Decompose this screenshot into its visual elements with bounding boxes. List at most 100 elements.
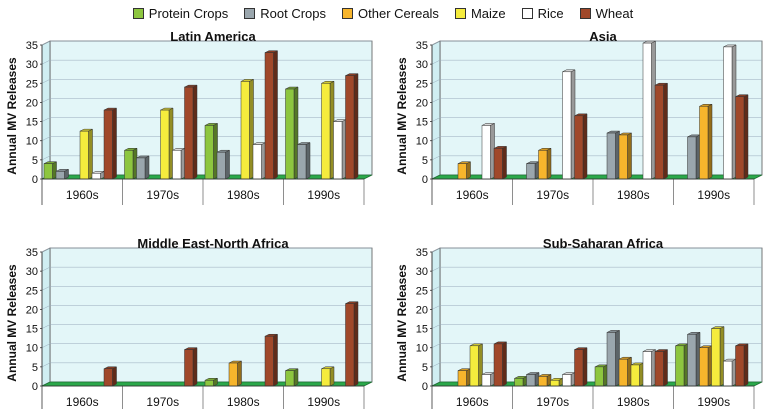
legend-item: Maize bbox=[454, 4, 506, 22]
bar bbox=[345, 303, 355, 387]
y-axis-label: Annual MV Releases bbox=[395, 264, 409, 382]
gridline bbox=[41, 305, 51, 310]
legend-item: Root Crops bbox=[244, 4, 326, 22]
bar-side bbox=[329, 366, 335, 387]
bar-side bbox=[273, 50, 278, 180]
bar-side bbox=[273, 333, 278, 387]
bar-side bbox=[144, 155, 150, 180]
bar-side bbox=[546, 147, 552, 180]
gridline bbox=[41, 266, 51, 272]
y-tick-label: 10 bbox=[416, 343, 428, 355]
y-tick-label: 5 bbox=[32, 155, 38, 167]
bar bbox=[321, 368, 331, 387]
bar bbox=[184, 349, 194, 387]
bar bbox=[91, 173, 101, 180]
x-tick-label: 1990s bbox=[307, 395, 340, 409]
bar-side bbox=[707, 103, 713, 180]
bar bbox=[160, 109, 170, 180]
plot-floor bbox=[431, 174, 763, 180]
gridline bbox=[41, 136, 51, 141]
y-tick-label: 35 bbox=[416, 40, 428, 52]
bar bbox=[514, 378, 524, 387]
legend-swatch bbox=[521, 7, 533, 19]
x-tick-label: 1960s bbox=[456, 395, 489, 409]
bar bbox=[124, 150, 134, 180]
bar-side bbox=[743, 94, 749, 180]
legend-swatch bbox=[132, 7, 144, 19]
bar bbox=[457, 163, 467, 180]
bar bbox=[606, 132, 616, 180]
gridline bbox=[431, 59, 441, 65]
bar-side bbox=[502, 145, 507, 180]
gridline bbox=[41, 343, 51, 348]
legend-swatch bbox=[579, 7, 591, 19]
legend-swatch bbox=[342, 7, 354, 19]
y-tick-label: 20 bbox=[416, 97, 428, 109]
bar bbox=[469, 345, 479, 387]
gridline bbox=[431, 155, 441, 161]
chart-title: Sub-Saharan Africa bbox=[543, 236, 664, 251]
bar-side bbox=[663, 349, 668, 387]
bar bbox=[699, 106, 709, 180]
gridline bbox=[41, 362, 51, 368]
bar bbox=[493, 148, 503, 180]
bar bbox=[723, 360, 733, 387]
bar bbox=[526, 163, 536, 180]
legend-label: Maize bbox=[470, 5, 506, 21]
bar bbox=[711, 328, 721, 387]
chart-title: Asia bbox=[589, 29, 617, 44]
bar bbox=[594, 366, 604, 387]
bar-side bbox=[582, 347, 588, 387]
bar bbox=[240, 81, 250, 180]
bar bbox=[184, 86, 194, 180]
gridline bbox=[431, 79, 441, 84]
bar bbox=[228, 362, 238, 387]
bar-side bbox=[743, 343, 749, 387]
x-tick-label: 1990s bbox=[697, 188, 730, 202]
bar-side bbox=[466, 161, 471, 180]
gridline bbox=[41, 117, 51, 122]
gridline bbox=[431, 117, 441, 122]
y-tick-label: 15 bbox=[416, 324, 428, 336]
y-axis-label: Annual MV Releases bbox=[5, 57, 19, 175]
x-tick-label: 1970s bbox=[536, 188, 569, 202]
x-tick-label: 1970s bbox=[146, 188, 179, 202]
bar-side bbox=[582, 113, 588, 180]
x-tick-label: 1980s bbox=[227, 395, 260, 409]
y-tick-label: 35 bbox=[416, 247, 428, 259]
bar bbox=[562, 71, 572, 180]
bar bbox=[574, 115, 584, 180]
bar bbox=[297, 144, 307, 180]
y-tick-label: 10 bbox=[26, 343, 38, 355]
bar-side bbox=[502, 341, 507, 387]
gridline bbox=[41, 98, 51, 103]
bar bbox=[642, 42, 652, 180]
plot-side-wall bbox=[41, 247, 51, 387]
x-tick-label: 1960s bbox=[66, 395, 99, 409]
bar-side bbox=[353, 301, 359, 387]
bar bbox=[723, 46, 733, 180]
bar bbox=[493, 343, 503, 387]
y-tick-label: 20 bbox=[26, 304, 38, 316]
gridline bbox=[41, 79, 51, 84]
y-tick-label: 35 bbox=[26, 247, 38, 259]
y-tick-label: 25 bbox=[26, 78, 38, 90]
bar bbox=[204, 380, 214, 387]
y-tick-label: 30 bbox=[26, 266, 38, 278]
bar bbox=[252, 144, 262, 180]
gridline bbox=[41, 286, 51, 291]
y-tick-label: 30 bbox=[416, 266, 428, 278]
bar bbox=[538, 150, 548, 180]
bar bbox=[735, 96, 745, 180]
bar bbox=[55, 171, 65, 180]
y-tick-label: 5 bbox=[32, 362, 38, 374]
bar bbox=[216, 151, 226, 180]
y-tick-label: 25 bbox=[416, 285, 428, 297]
y-axis-label: Annual MV Releases bbox=[5, 264, 19, 382]
bar bbox=[606, 332, 616, 387]
bar bbox=[654, 84, 664, 180]
gridline bbox=[41, 155, 51, 161]
x-tick-label: 1980s bbox=[617, 395, 650, 409]
bar-side bbox=[237, 360, 242, 387]
bar-side bbox=[112, 366, 117, 387]
